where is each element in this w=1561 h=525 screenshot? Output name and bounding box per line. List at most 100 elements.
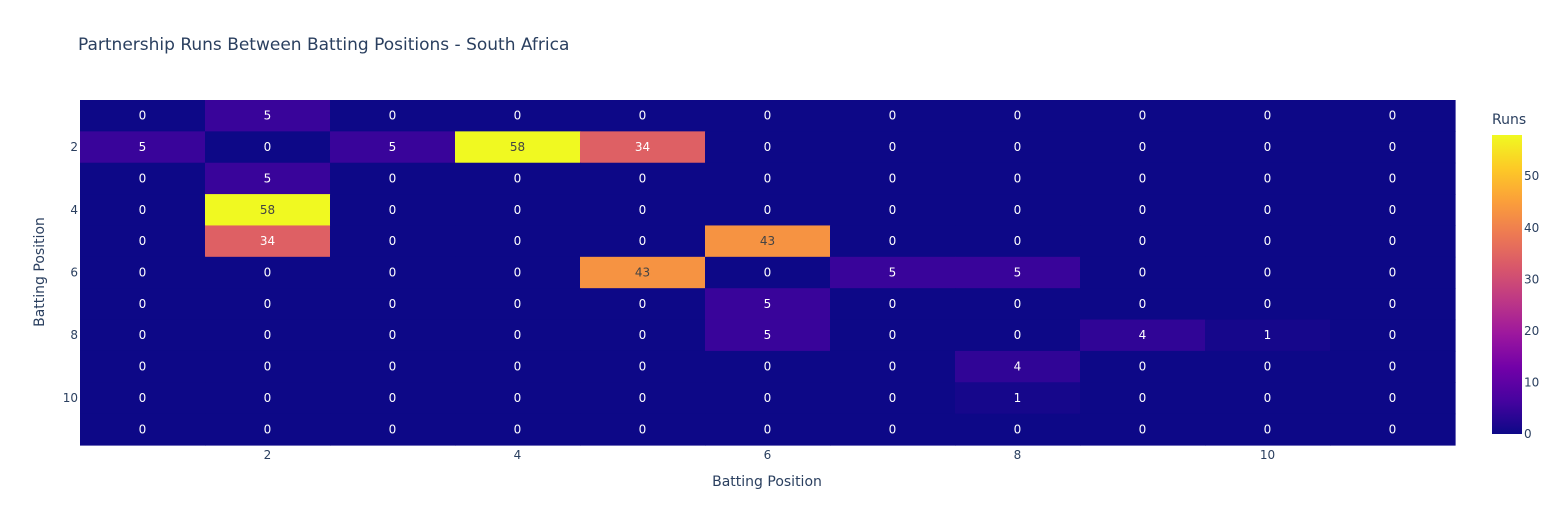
heatmap-cell-label: 0 <box>889 140 897 154</box>
heatmap-cell-label: 0 <box>639 109 647 123</box>
heatmap-cell-label: 0 <box>1389 360 1397 374</box>
heatmap-cell <box>1205 413 1331 446</box>
y-tick-label: 2 <box>70 140 78 154</box>
heatmap-cell <box>80 382 206 415</box>
colorbar-tick-label: 20 <box>1524 324 1539 338</box>
heatmap-cell-label: 5 <box>764 328 772 342</box>
x-tick-label: 2 <box>264 448 272 462</box>
heatmap-cell-label: 0 <box>764 391 772 405</box>
heatmap-cell <box>580 350 706 383</box>
heatmap-cell <box>80 131 206 164</box>
heatmap-cell-label: 0 <box>389 203 397 217</box>
heatmap-cell-label: 0 <box>389 234 397 248</box>
heatmap-cell <box>580 162 706 195</box>
heatmap-cell <box>330 382 456 415</box>
heatmap-cell <box>1080 225 1206 258</box>
heatmap-cell-label: 0 <box>389 328 397 342</box>
heatmap-cell-label: 0 <box>1139 234 1147 248</box>
heatmap-cell-label: 0 <box>139 234 147 248</box>
heatmap-cell <box>955 319 1081 352</box>
heatmap-cell-label: 0 <box>1264 171 1272 185</box>
colorbar-tick-label: 10 <box>1524 375 1539 389</box>
heatmap-cell <box>1330 256 1456 289</box>
heatmap-cell <box>1080 382 1206 415</box>
heatmap-cell <box>205 350 331 383</box>
colorbar-title: Runs <box>1492 112 1526 128</box>
heatmap-cell-label: 0 <box>389 391 397 405</box>
heatmap-cell <box>955 194 1081 227</box>
heatmap-cell-label: 0 <box>1014 234 1022 248</box>
heatmap-cell-label: 0 <box>1264 297 1272 311</box>
colorbar-tick-label: 40 <box>1524 221 1539 235</box>
heatmap-cell <box>205 413 331 446</box>
heatmap-cell <box>205 288 331 321</box>
heatmap-cell <box>580 382 706 415</box>
heatmap-cell <box>705 131 831 164</box>
heatmap-cell <box>830 382 956 415</box>
heatmap-cell <box>1080 194 1206 227</box>
heatmap-cell-label: 0 <box>1389 391 1397 405</box>
heatmap-cell <box>330 162 456 195</box>
heatmap-cell-label: 0 <box>389 266 397 280</box>
heatmap-cell <box>330 413 456 446</box>
heatmap-cell-label: 0 <box>889 109 897 123</box>
heatmap-cell <box>1330 131 1456 164</box>
heatmap-cell-label: 0 <box>1389 297 1397 311</box>
heatmap-cell <box>1205 382 1331 415</box>
heatmap-cell-label: 0 <box>639 203 647 217</box>
heatmap-cell <box>455 162 581 195</box>
heatmap-cell <box>455 194 581 227</box>
heatmap-cell <box>80 350 206 383</box>
heatmap-cell-label: 0 <box>889 422 897 436</box>
heatmap-cell <box>205 162 331 195</box>
heatmap-cell-label: 0 <box>1139 360 1147 374</box>
y-tick-label: 8 <box>70 328 78 342</box>
heatmap-cell <box>455 225 581 258</box>
heatmap-cell <box>1205 162 1331 195</box>
heatmap-cell <box>205 225 331 258</box>
heatmap-cell <box>1205 256 1331 289</box>
heatmap-cell-label: 0 <box>889 328 897 342</box>
heatmap-cell-label: 0 <box>1139 171 1147 185</box>
heatmap-cell <box>955 100 1081 132</box>
heatmap-cell-label: 0 <box>639 422 647 436</box>
heatmap-cell <box>1080 319 1206 352</box>
heatmap-cell <box>205 194 331 227</box>
heatmap-cell <box>1205 319 1331 352</box>
heatmap-cell <box>330 256 456 289</box>
heatmap-cell-label: 4 <box>1139 328 1147 342</box>
heatmap-cell-label: 0 <box>1014 140 1022 154</box>
heatmap-cell <box>830 194 956 227</box>
heatmap-cell <box>1080 162 1206 195</box>
heatmap-cell <box>205 256 331 289</box>
heatmap-cell <box>1330 162 1456 195</box>
heatmap-cell-label: 0 <box>889 203 897 217</box>
heatmap-cell-label: 5 <box>764 297 772 311</box>
heatmap-cell <box>330 131 456 164</box>
heatmap-cell-label: 0 <box>1389 171 1397 185</box>
heatmap-cell-label: 0 <box>1389 234 1397 248</box>
heatmap-cell-label: 0 <box>514 266 522 280</box>
heatmap-cell <box>330 319 456 352</box>
heatmap-cell-label: 0 <box>139 422 147 436</box>
heatmap-cell-label: 0 <box>264 297 272 311</box>
heatmap-cell <box>1330 100 1456 132</box>
heatmap-cell <box>830 319 956 352</box>
heatmap-cell <box>580 131 706 164</box>
heatmap-cell <box>580 256 706 289</box>
heatmap-cell-label: 0 <box>514 422 522 436</box>
heatmap-cell <box>1205 131 1331 164</box>
heatmap-cell-label: 0 <box>1264 109 1272 123</box>
heatmap-cell-label: 0 <box>389 360 397 374</box>
heatmap-cell <box>330 100 456 132</box>
heatmap-cell <box>80 288 206 321</box>
heatmap-cell <box>1330 350 1456 383</box>
heatmap-cell <box>330 288 456 321</box>
heatmap-cell <box>455 319 581 352</box>
heatmap-cell-label: 0 <box>139 360 147 374</box>
heatmap-cell-label: 0 <box>264 391 272 405</box>
heatmap-cell-label: 0 <box>639 391 647 405</box>
x-axis-title: Batting Position <box>712 474 822 490</box>
heatmap-cell <box>1205 100 1331 132</box>
heatmap-cell-label: 0 <box>639 234 647 248</box>
